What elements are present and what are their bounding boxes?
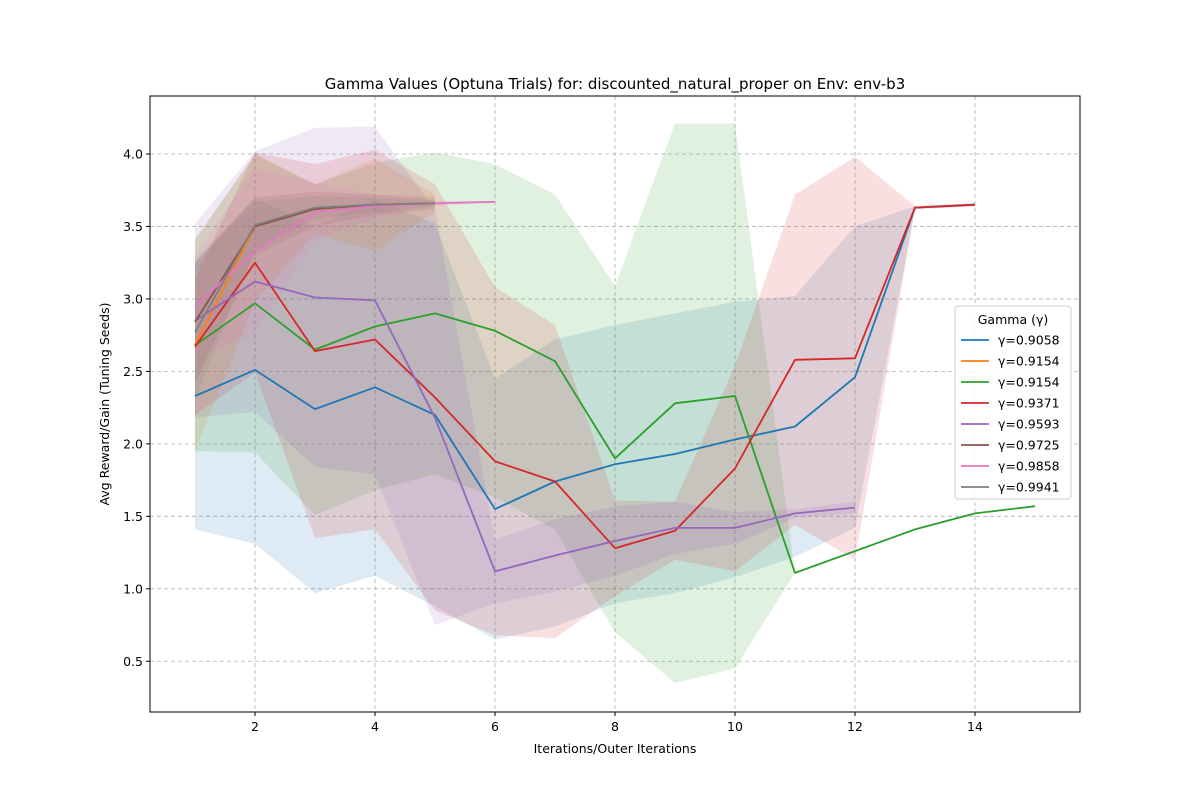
x-tick-label: 6 xyxy=(491,719,499,734)
legend-label: γ=0.9858 xyxy=(998,459,1060,474)
x-tick-label: 14 xyxy=(967,719,983,734)
legend-item: γ=0.9725 xyxy=(961,438,1060,453)
y-tick-label: 0.5 xyxy=(123,654,143,669)
x-tick-label: 2 xyxy=(251,719,259,734)
y-tick-label: 1.0 xyxy=(123,581,143,596)
legend-item: γ=0.9154 xyxy=(961,354,1060,369)
legend-item: γ=0.9593 xyxy=(961,417,1060,432)
confidence-band-6 xyxy=(195,168,495,357)
y-tick-label: 2.5 xyxy=(123,364,143,379)
series-line-7 xyxy=(194,202,436,333)
series-line-0 xyxy=(194,203,976,511)
confidence-band-4 xyxy=(195,126,855,626)
grid xyxy=(150,96,1080,712)
legend-label: γ=0.9941 xyxy=(998,480,1060,495)
legend-item: γ=0.9858 xyxy=(961,459,1060,474)
confidence-band-2 xyxy=(195,123,1035,683)
series-line-6 xyxy=(194,200,496,307)
y-tick-label: 3.5 xyxy=(123,219,143,234)
x-tick-label: 10 xyxy=(727,719,743,734)
legend-item: γ=0.9058 xyxy=(961,333,1060,348)
y-tick-label: 4.0 xyxy=(123,146,143,161)
y-tick-label: 1.5 xyxy=(123,509,143,524)
legend-item: γ=0.9941 xyxy=(961,480,1060,495)
confidence-band-5 xyxy=(195,191,435,383)
legend-item: γ=0.9154 xyxy=(961,375,1060,390)
legend-label: γ=0.9154 xyxy=(998,354,1060,369)
x-tick-label: 12 xyxy=(847,719,863,734)
legend: Gamma (γ) γ=0.9058 γ=0.9154 γ=0.9154 γ=0.93… xyxy=(954,305,1072,500)
x-axis-label: Iterations/Outer Iterations xyxy=(534,741,697,756)
legend-box xyxy=(954,305,1072,500)
y-axis-label: Avg Reward/Gain (Tuning Seeds) xyxy=(97,302,112,505)
chart-title: Gamma Values (Optuna Trials) for: discou… xyxy=(325,75,906,94)
legend-label: γ=0.9593 xyxy=(998,417,1060,432)
series-line-2 xyxy=(194,302,1036,574)
x-tick-label: 4 xyxy=(371,719,379,734)
y-tick-label: 2.0 xyxy=(123,436,143,451)
legend-label: γ=0.9154 xyxy=(998,375,1060,390)
x-tick-label: 8 xyxy=(611,719,619,734)
legend-items: γ=0.9058 γ=0.9154 γ=0.9154 γ=0.9371 γ=0.9593… xyxy=(961,333,1060,495)
legend-item: γ=0.9371 xyxy=(961,396,1060,411)
confidence-band-3 xyxy=(195,149,975,639)
legend-label: γ=0.9725 xyxy=(998,438,1060,453)
series-line-3 xyxy=(194,203,976,550)
legend-title: Gamma (γ) xyxy=(978,312,1048,327)
confidence-band-7 xyxy=(195,196,435,401)
legend-label: γ=0.9371 xyxy=(998,396,1060,411)
legend-label: γ=0.9058 xyxy=(998,333,1060,348)
y-tick-label: 3.0 xyxy=(123,291,143,306)
series-lines xyxy=(194,200,1036,574)
axis-ticks: 2 4 6 8 10 12 14 0.5 1.0 1.5 2.0 2.5 3.0 3.5 4.0 xyxy=(123,146,983,734)
series-line-4 xyxy=(194,280,856,573)
